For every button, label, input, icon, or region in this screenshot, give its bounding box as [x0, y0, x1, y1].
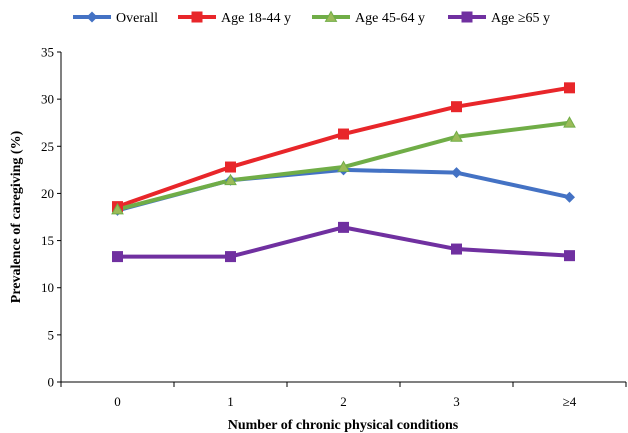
series-2-line	[116, 85, 570, 209]
x-axis-title: Number of chronic physical conditions	[228, 418, 459, 433]
legend-item: Age ≥65 y	[448, 11, 550, 26]
legend-label: Age ≥65 y	[491, 11, 550, 26]
x-tick-label: 2	[340, 394, 347, 409]
legend: Overall Age 18-44 y Age 45-64 y Age ≥65 y	[73, 10, 550, 26]
y-tick-label: 35	[41, 45, 54, 60]
legend-label: Age 18-44 y	[221, 11, 291, 26]
axes	[60, 52, 626, 383]
series-2-point	[338, 128, 349, 140]
y-axis-title: Prevalence of caregiving (%)	[9, 130, 24, 303]
series-2-point	[564, 82, 575, 94]
legend-swatch-marker	[461, 11, 473, 23]
series-3-point	[563, 116, 576, 128]
x-tick-label: 0	[114, 394, 121, 409]
y-tick-label: 10	[41, 280, 54, 295]
series-3-point	[450, 130, 463, 142]
series-1-point	[451, 167, 462, 179]
y-tick-label: 20	[41, 186, 54, 201]
legend-label: Age 45-64 y	[355, 11, 425, 26]
legend-swatch-marker	[324, 10, 338, 22]
x-tick-label: ≥4	[563, 394, 577, 409]
y-tick-label: 0	[48, 375, 55, 390]
y-tick-label: 5	[48, 327, 55, 342]
x-ticks: 0 1 2 3 ≥4	[60, 382, 627, 409]
series-4-point	[225, 251, 236, 263]
legend-label: Overall	[116, 11, 158, 26]
legend-item: Overall	[73, 11, 158, 26]
series-3-point	[337, 160, 350, 172]
markers	[111, 82, 576, 263]
legend-swatch-marker	[191, 11, 203, 23]
series-2-point	[451, 101, 462, 113]
series-4-point	[451, 243, 462, 255]
y-tick-label: 30	[41, 92, 54, 107]
series-1-point	[564, 191, 575, 203]
series-3-point	[224, 173, 237, 186]
legend-item: Age 45-64 y	[312, 10, 425, 26]
series-2-point	[225, 161, 236, 173]
y-tick-label: 15	[41, 233, 54, 248]
y-ticks: 0 5 10 15 20 25 30 35	[41, 45, 61, 390]
series-4-point	[338, 221, 349, 233]
series-3-point	[111, 202, 124, 215]
legend-item: Age 18-44 y	[178, 11, 291, 26]
series-4-point	[112, 251, 123, 263]
x-tick-label: 3	[453, 394, 460, 409]
y-tick-label: 25	[41, 139, 54, 154]
series-4-point	[564, 250, 575, 262]
x-tick-label: 1	[227, 394, 234, 409]
legend-swatch-marker	[86, 11, 98, 23]
